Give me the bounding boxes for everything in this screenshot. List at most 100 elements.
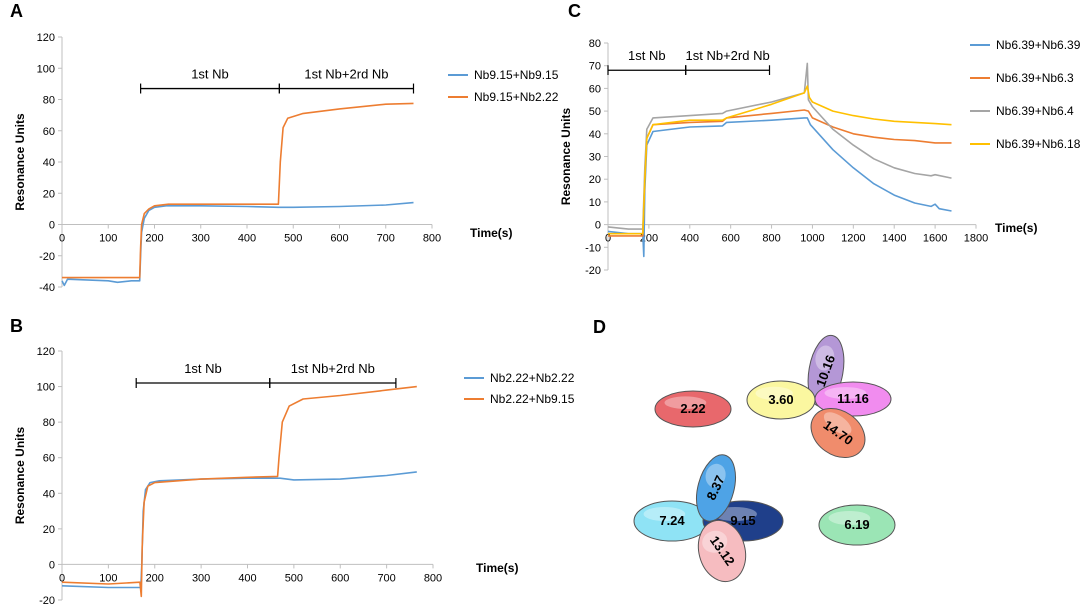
y-tick-label: 100 bbox=[37, 63, 55, 75]
series-line bbox=[61, 471, 417, 589]
y-tick-label: 40 bbox=[589, 129, 601, 141]
phase-label: 1st Nb bbox=[184, 361, 222, 376]
y-tick-label: 80 bbox=[43, 417, 55, 429]
ellipse-label: 3.60 bbox=[768, 392, 793, 407]
y-tick-label: 0 bbox=[49, 220, 55, 232]
legend-label: Nb2.22+Nb9.15 bbox=[490, 392, 575, 406]
ellipse-shape bbox=[746, 380, 816, 420]
y-tick-label: 20 bbox=[589, 174, 601, 186]
ellipse-label: 2.22 bbox=[680, 401, 705, 416]
y-tick-label: 60 bbox=[589, 83, 601, 95]
y-tick-label: -40 bbox=[39, 282, 55, 294]
x-tick-label: 1800 bbox=[964, 233, 988, 245]
series-line bbox=[61, 385, 417, 598]
y-tick-label: 80 bbox=[589, 38, 601, 50]
x-tick-label: 200 bbox=[146, 572, 164, 584]
y-tick-label: -20 bbox=[39, 595, 55, 607]
y-tick-label: 40 bbox=[43, 157, 55, 169]
ellipse-highlight bbox=[705, 463, 726, 488]
x-tick-label: 700 bbox=[377, 572, 395, 584]
ellipse-label: 7.24 bbox=[659, 513, 685, 528]
y-tick-label: 60 bbox=[43, 126, 55, 138]
epitope-ellipse: 14.70 bbox=[810, 407, 866, 459]
legend-label: Nb6.39+Nb6.18 bbox=[996, 137, 1081, 151]
ellipse-highlight bbox=[823, 412, 852, 435]
x-axis-title: Time(s) bbox=[476, 561, 518, 575]
epitope-ellipse: 6.19 bbox=[818, 504, 896, 546]
panel-label: B bbox=[10, 316, 23, 336]
x-tick-label: 1600 bbox=[923, 233, 947, 245]
y-tick-label: 30 bbox=[589, 152, 601, 164]
y-axis-title: Resonance Units bbox=[13, 426, 27, 524]
epitope-ellipse: 13.12 bbox=[697, 519, 747, 583]
x-tick-label: 600 bbox=[330, 233, 348, 245]
y-tick-label: 10 bbox=[589, 197, 601, 209]
x-tick-label: 800 bbox=[423, 233, 441, 245]
ellipse-shape bbox=[810, 407, 866, 459]
x-tick-label: 800 bbox=[762, 233, 780, 245]
panel-label: A bbox=[10, 1, 23, 21]
ellipse-shape bbox=[818, 504, 896, 546]
legend-label: Nb2.22+Nb2.22 bbox=[490, 371, 575, 385]
ellipse-highlight bbox=[664, 396, 707, 409]
ellipse-highlight bbox=[643, 507, 686, 521]
x-tick-label: 1000 bbox=[800, 233, 824, 245]
panel-label: C bbox=[568, 1, 581, 21]
x-tick-label: 500 bbox=[285, 572, 303, 584]
series-line bbox=[608, 109, 952, 237]
x-tick-label: 700 bbox=[377, 233, 395, 245]
x-tick-label: 0 bbox=[605, 233, 611, 245]
ellipse-shape bbox=[696, 454, 736, 522]
y-tick-label: -20 bbox=[585, 265, 601, 277]
ellipse-highlight bbox=[828, 511, 871, 525]
y-tick-label: 70 bbox=[589, 61, 601, 73]
y-tick-label: 0 bbox=[49, 559, 55, 571]
y-tick-label: 60 bbox=[43, 453, 55, 465]
ellipse-highlight bbox=[824, 387, 867, 399]
series-line bbox=[607, 117, 952, 258]
y-tick-label: 20 bbox=[43, 524, 55, 536]
x-tick-label: 800 bbox=[424, 572, 442, 584]
ellipse-shape bbox=[697, 519, 747, 583]
y-tick-label: 50 bbox=[589, 106, 601, 118]
epitope-ellipse: 7.24 bbox=[633, 500, 711, 542]
ellipse-highlight bbox=[702, 530, 728, 553]
legend-label: Nb6.39+Nb6.39 bbox=[996, 38, 1081, 52]
x-tick-label: 1400 bbox=[882, 233, 906, 245]
epitope-ellipse: 3.60 bbox=[746, 380, 816, 420]
panel-b: B -20 0 20 40 60 80 100 120 0 100 200 300 400 500 600 70… bbox=[10, 316, 575, 607]
x-tick-label: 500 bbox=[284, 233, 302, 245]
y-tick-label: 100 bbox=[37, 382, 55, 394]
x-tick-label: 0 bbox=[59, 233, 65, 245]
x-tick-label: 0 bbox=[59, 572, 65, 584]
phase-label: 1st Nb+2rd Nb bbox=[686, 48, 770, 63]
x-tick-label: 100 bbox=[99, 233, 117, 245]
ellipse-highlight bbox=[755, 386, 793, 400]
x-tick-label: 300 bbox=[192, 233, 210, 245]
legend-label: Nb6.39+Nb6.4 bbox=[996, 104, 1074, 118]
series-line bbox=[608, 85, 952, 235]
x-tick-label: 200 bbox=[145, 233, 163, 245]
x-tick-label: 300 bbox=[192, 572, 210, 584]
x-tick-label: 1200 bbox=[841, 233, 865, 245]
y-axis-title: Resonance Units bbox=[559, 107, 573, 205]
y-tick-label: 0 bbox=[595, 220, 601, 232]
x-tick-label: 600 bbox=[721, 233, 739, 245]
y-tick-label: -10 bbox=[585, 242, 601, 254]
x-tick-label: 600 bbox=[331, 572, 349, 584]
y-tick-label: 120 bbox=[37, 346, 55, 358]
legend-label: Nb9.15+Nb2.22 bbox=[474, 90, 559, 104]
panel-a: A -40 -20 0 20 40 60 80 100 120 0 100 200 300 400 500 60… bbox=[10, 1, 559, 294]
phase-label: 1st Nb+2rd Nb bbox=[291, 361, 375, 376]
x-tick-label: 400 bbox=[681, 233, 699, 245]
ellipse-shape bbox=[654, 390, 732, 428]
x-axis-title: Time(s) bbox=[995, 221, 1037, 235]
panel-label: D bbox=[593, 317, 606, 337]
y-tick-label: 20 bbox=[43, 188, 55, 200]
epitope-ellipse: 2.22 bbox=[654, 390, 732, 428]
ellipse-label: 11.16 bbox=[837, 391, 869, 406]
y-axis-title: Resonance Units bbox=[13, 113, 27, 211]
